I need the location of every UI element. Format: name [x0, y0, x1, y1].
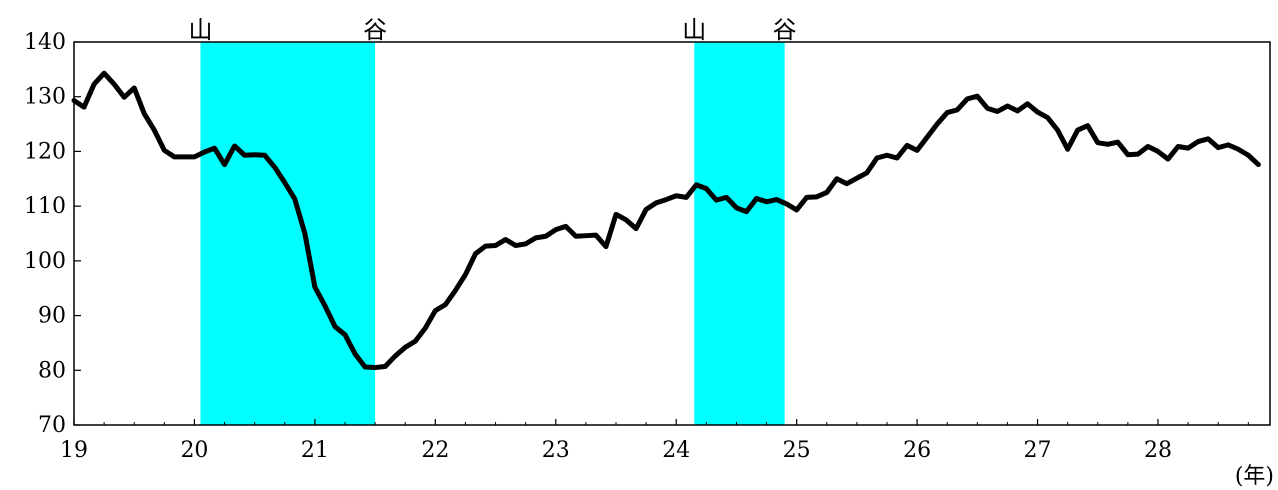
- band-labels: 山谷山谷: [188, 16, 796, 44]
- y-tick-label: 130: [24, 85, 66, 110]
- x-tick-label: 27: [1024, 438, 1052, 463]
- y-tick-label: 140: [24, 30, 66, 55]
- x-tick-label: 19: [60, 438, 88, 463]
- x-tick-label: 28: [1144, 438, 1172, 463]
- x-tick-label: 20: [180, 438, 208, 463]
- x-tick-label: 25: [783, 438, 811, 463]
- x-tick-label: 21: [301, 438, 329, 463]
- trough-label: 谷: [363, 16, 387, 44]
- recession-band: [200, 42, 376, 425]
- peak-label: 山: [188, 16, 212, 44]
- recession-bands: [200, 42, 785, 425]
- y-tick-label: 80: [38, 358, 66, 383]
- x-tick-label: 24: [662, 438, 690, 463]
- y-tick-label: 120: [24, 139, 66, 164]
- plot-frame: [73, 41, 1271, 426]
- series-line: [71, 70, 1261, 371]
- recession-band: [694, 42, 785, 425]
- peak-label: 山: [682, 16, 706, 44]
- x-tick-label: 26: [903, 438, 931, 463]
- y-axis: 70 80 90 100 110 120 130 140: [24, 30, 81, 438]
- y-tick-label: 110: [24, 194, 66, 219]
- x-tick-label: 22: [421, 438, 449, 463]
- y-tick-label: 70: [38, 413, 66, 438]
- y-tick-label: 100: [24, 249, 66, 274]
- x-unit-label: (年): [1235, 464, 1274, 489]
- x-axis: 19 20 21 22 23 24 25 26 27 28: [60, 419, 1249, 463]
- y-tick-label: 90: [38, 304, 66, 329]
- trough-label: 谷: [773, 16, 797, 44]
- x-tick-label: 23: [542, 438, 570, 463]
